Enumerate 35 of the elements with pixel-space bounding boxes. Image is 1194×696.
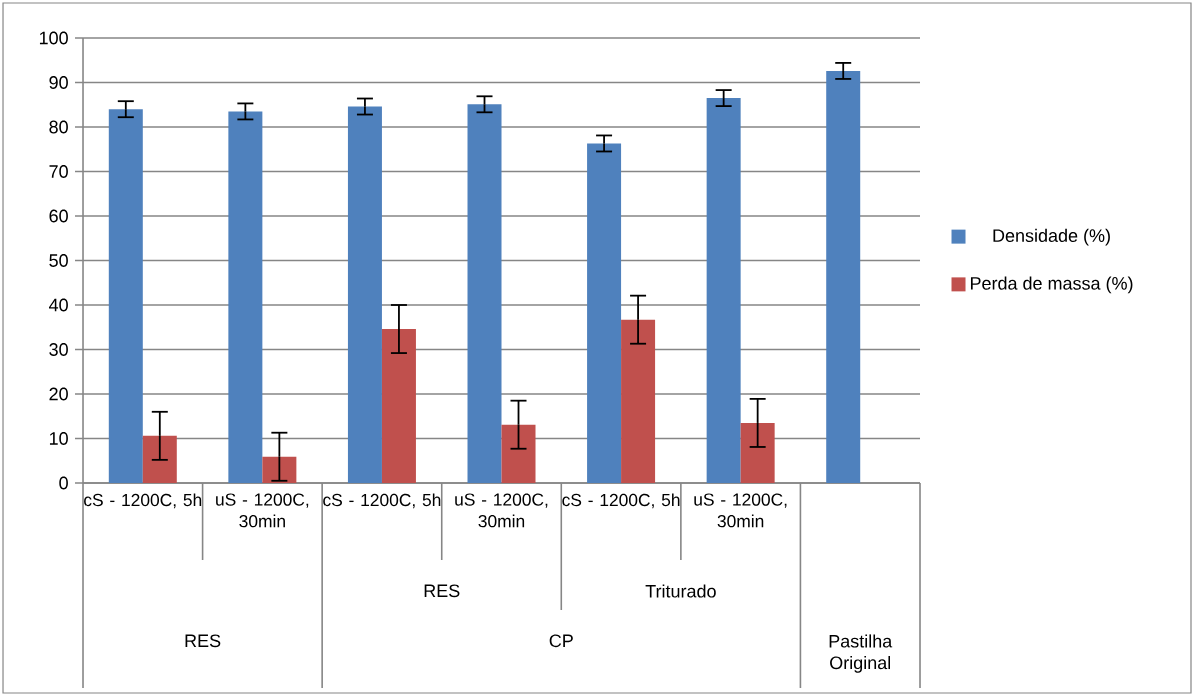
y-tick-label: 10	[49, 432, 68, 445]
x-tick-label: uS - 1200C, 30min	[455, 493, 548, 528]
y-tick-label: 80	[49, 120, 68, 134]
x-tick-label: uS - 1200C, 30min	[694, 493, 787, 528]
bar	[381, 329, 416, 483]
text: Triturado	[645, 584, 716, 598]
text: Pastilha Original	[829, 634, 893, 673]
bar	[347, 106, 382, 483]
x-tick-label: cS - 1200C, 5h	[323, 493, 441, 509]
y-tick-label: 30	[49, 343, 68, 356]
text: RES	[424, 584, 460, 598]
text: RES	[185, 634, 221, 648]
y-tick-label: 70	[49, 165, 68, 178]
y-tick-label: 0	[59, 476, 68, 490]
x-tick-label: uS - 1200C, 30min	[216, 493, 309, 528]
legend-label: Densidade (%)	[993, 228, 1110, 246]
y-tick-label: 50	[49, 254, 68, 267]
bar	[740, 422, 775, 483]
bar	[228, 111, 263, 483]
x-tick-label: cS - 1200C, 5h	[84, 493, 202, 509]
bar	[108, 109, 143, 483]
legend-label: Perda de massa (%)	[970, 276, 1133, 294]
x-tick-label: cS - 1200C, 5h	[562, 493, 680, 509]
y-tick-label: 100	[39, 31, 68, 45]
y-tick-label: 20	[49, 387, 68, 401]
bar	[501, 424, 536, 483]
bar	[621, 319, 656, 483]
text: CP	[549, 634, 573, 648]
y-tick-label: 60	[49, 209, 68, 223]
y-tick-label: 40	[49, 298, 68, 312]
y-tick-label: 90	[49, 76, 68, 89]
bar	[826, 70, 861, 483]
bar	[706, 98, 741, 483]
bar	[467, 104, 502, 483]
bar	[587, 143, 622, 483]
